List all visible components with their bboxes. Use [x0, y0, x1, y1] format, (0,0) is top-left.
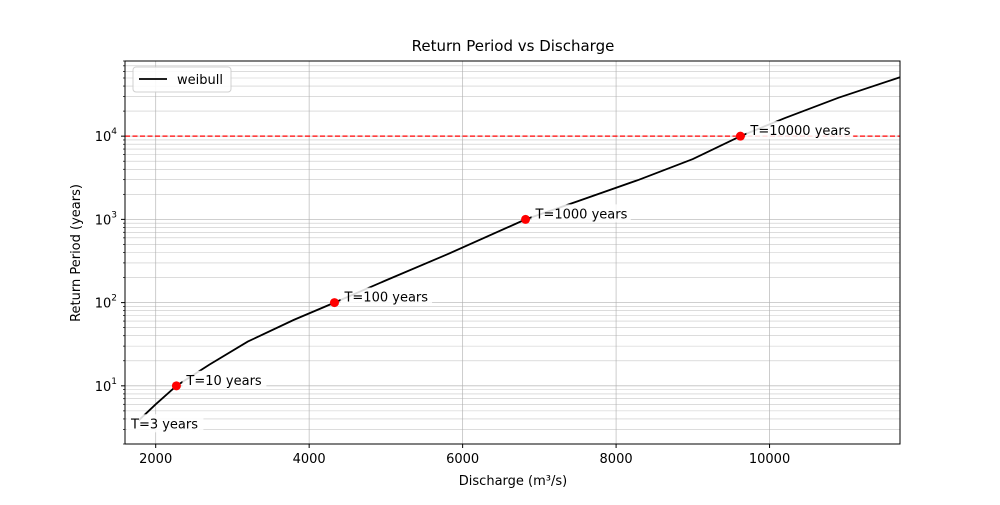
- annotation-label: T=10 years: [185, 374, 262, 389]
- annotation-label-background: [746, 121, 854, 140]
- y-tick-exponent: 1: [111, 377, 117, 387]
- y-tick-exponent: 2: [111, 294, 117, 304]
- annotation-label: T=100 years: [343, 291, 428, 306]
- x-tick-label: 8000: [600, 452, 633, 467]
- chart-title: Return Period vs Discharge: [412, 37, 615, 55]
- x-tick-label: 10000: [749, 452, 790, 467]
- y-tick-label: 102: [95, 294, 117, 312]
- y-tick-base: 10: [95, 297, 112, 312]
- annotation-label-background: [340, 287, 433, 306]
- annotation-label-background: [182, 370, 267, 389]
- x-axis-label: Discharge (m³/s): [459, 474, 567, 489]
- y-tick-exponent: 4: [111, 127, 117, 137]
- y-tick-label: 103: [95, 210, 117, 228]
- x-tick-label: 2000: [139, 452, 172, 467]
- annotation-label-background: [127, 414, 204, 433]
- y-axis-label: Return Period (years): [69, 184, 84, 322]
- annotation-label: T=1000 years: [535, 207, 628, 222]
- y-tick-label: 104: [95, 127, 118, 145]
- annotation-marker: [521, 214, 531, 224]
- annotation-label-background: [531, 204, 631, 223]
- y-tick-label: 101: [95, 377, 117, 395]
- y-tick-base: 10: [95, 380, 112, 395]
- annotation-label: T=10000 years: [749, 124, 850, 139]
- legend: weibull: [132, 66, 232, 93]
- y-tick-base: 10: [95, 213, 112, 228]
- annotation-marker: [329, 298, 339, 308]
- annotation-layer: T=3 years T=10 years T=100 years T=1000 yea…: [127, 121, 854, 433]
- y-tick-base: 10: [95, 130, 112, 145]
- annotation-marker: [171, 381, 181, 391]
- annotation-marker: [735, 131, 745, 141]
- legend-label: weibull: [177, 73, 223, 88]
- annotation-label: T=3 years: [130, 417, 198, 432]
- legend-box: [132, 66, 232, 93]
- x-tick-label: 6000: [446, 452, 479, 467]
- y-tick-exponent: 3: [111, 210, 117, 220]
- x-tick-label: 4000: [293, 452, 326, 467]
